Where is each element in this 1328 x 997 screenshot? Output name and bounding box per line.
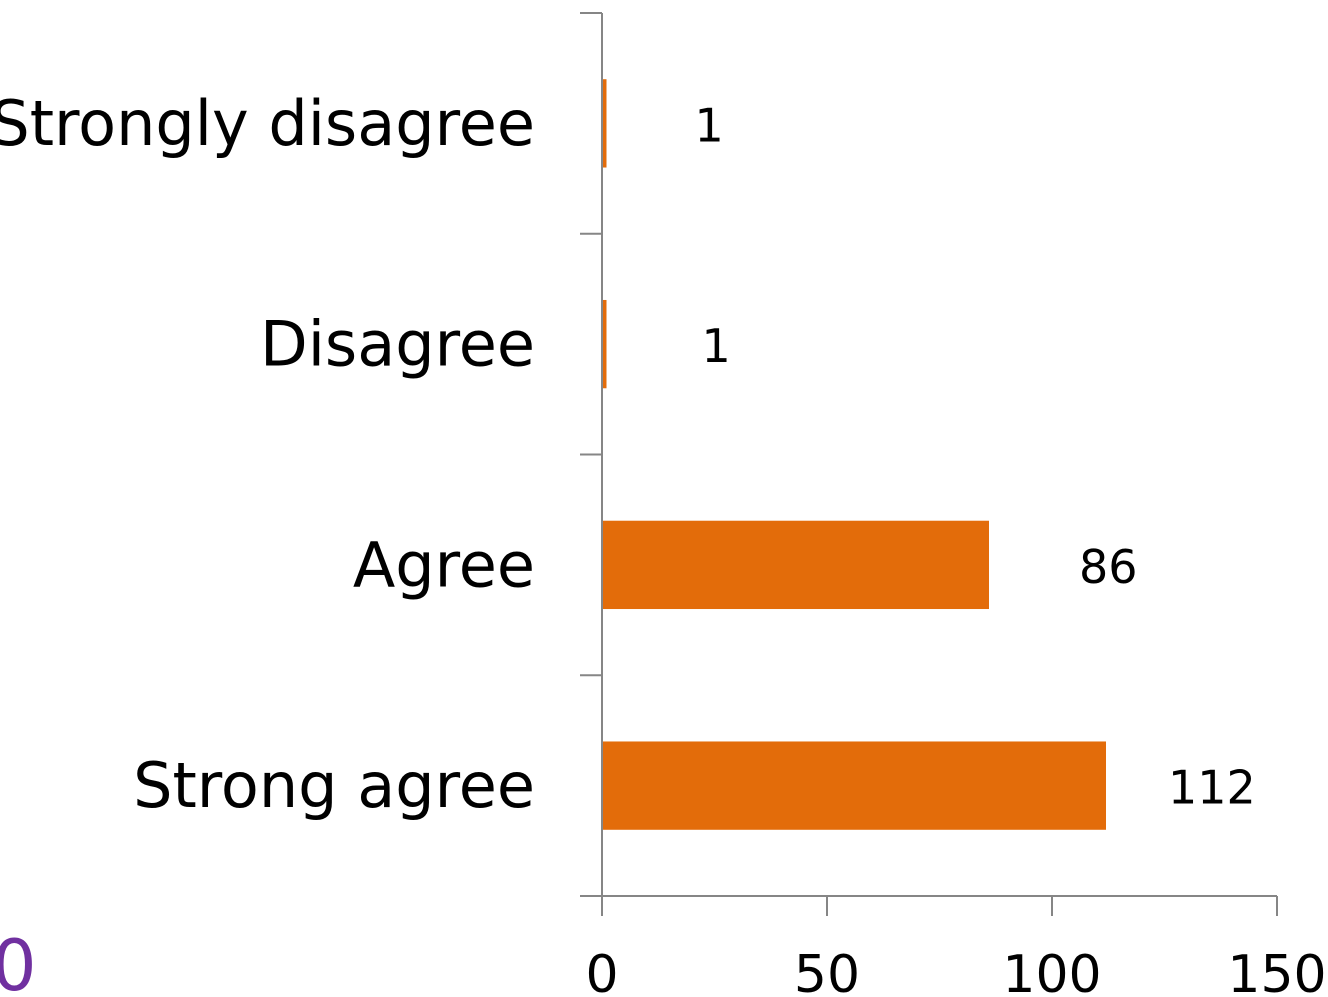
category-label-2: Agree <box>353 528 535 601</box>
bar-0 <box>602 79 607 168</box>
clipped-fragment-text: 0 <box>0 925 37 997</box>
x-tick-label-2: 100 <box>1002 945 1101 997</box>
axes-group <box>580 12 1278 916</box>
data-label-1: 1 <box>702 319 731 373</box>
x-tick-label-1: 50 <box>794 945 860 997</box>
labels-group: Strongly disagree 1 Disagree 1 Agree 86 Strong… <box>0 87 1327 997</box>
category-label-0: Strongly disagree <box>0 87 535 160</box>
bar-3 <box>602 741 1106 830</box>
x-tick-label-3: 150 <box>1227 945 1326 997</box>
category-label-1: Disagree <box>260 308 535 381</box>
data-label-0: 1 <box>695 98 724 152</box>
data-label-2: 86 <box>1079 540 1138 594</box>
bars-group <box>602 79 1106 830</box>
bar-1 <box>602 299 607 389</box>
bar-2 <box>602 520 989 610</box>
data-label-3: 112 <box>1168 761 1256 815</box>
category-label-3: Strong agree <box>133 749 535 822</box>
x-tick-label-0: 0 <box>585 945 618 997</box>
